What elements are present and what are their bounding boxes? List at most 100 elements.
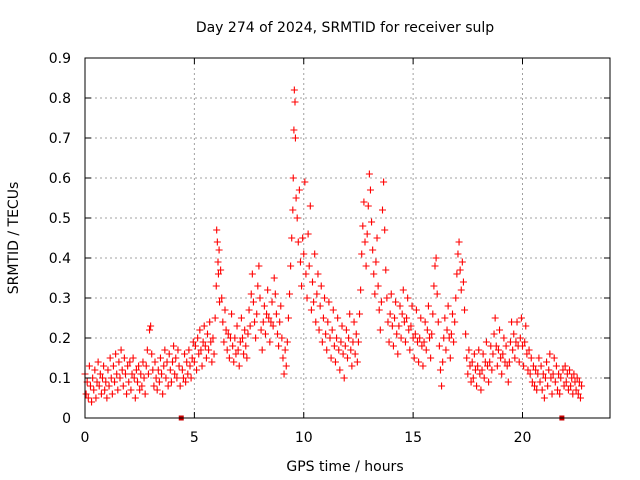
data-point (546, 350, 554, 358)
data-point (302, 270, 310, 278)
data-point (405, 326, 413, 334)
data-point (176, 382, 184, 390)
data-point (328, 326, 336, 334)
data-point (466, 362, 474, 370)
data-point (200, 322, 208, 330)
data-point (327, 354, 335, 362)
data-point (353, 358, 361, 366)
data-point (351, 350, 359, 358)
data-point (212, 282, 220, 290)
data-point (406, 346, 414, 354)
data-point (457, 286, 465, 294)
data-point (461, 306, 469, 314)
data-point (214, 258, 222, 266)
data-point (388, 322, 396, 330)
data-point (379, 206, 386, 214)
data-point (175, 362, 183, 370)
data-point (477, 386, 485, 394)
data-point (190, 358, 198, 366)
data-point (208, 358, 216, 366)
data-point (474, 362, 482, 370)
data-point (186, 362, 194, 370)
data-point (458, 258, 466, 266)
data-point (188, 354, 196, 362)
data-point (341, 342, 349, 350)
data-point (214, 270, 222, 278)
data-point (276, 318, 284, 326)
data-point (263, 310, 271, 318)
data-point (428, 330, 436, 338)
data-point (502, 342, 510, 350)
data-point (272, 310, 280, 318)
data-point (397, 334, 405, 342)
data-point (519, 342, 526, 350)
data-point (384, 318, 392, 326)
data-point (290, 126, 298, 134)
data-point (523, 350, 531, 358)
data-point (490, 330, 498, 338)
data-point (264, 286, 272, 294)
data-point (547, 374, 555, 382)
data-point (158, 370, 166, 378)
data-point (338, 322, 346, 330)
data-point (380, 178, 388, 186)
data-point (150, 382, 158, 390)
data-point (233, 322, 241, 330)
data-point (469, 374, 477, 382)
data-point (205, 346, 213, 354)
data-point (152, 374, 160, 382)
data-point (232, 350, 240, 358)
data-point (570, 370, 578, 378)
data-point (218, 294, 226, 302)
data-point (102, 378, 110, 386)
data-point (456, 266, 464, 274)
data-point (258, 346, 266, 354)
data-point (527, 354, 535, 362)
data-point (444, 302, 452, 310)
data-point (94, 358, 102, 366)
data-point (410, 354, 418, 362)
data-point (424, 302, 432, 310)
data-point (137, 370, 145, 378)
data-point (201, 342, 209, 350)
data-point (538, 386, 546, 394)
data-point (255, 262, 263, 270)
data-point (335, 346, 343, 354)
data-point (416, 334, 424, 342)
data-point (317, 282, 325, 290)
data-point (257, 326, 265, 334)
data-point (339, 350, 347, 358)
data-point (510, 330, 518, 338)
data-point (217, 266, 225, 274)
data-point (170, 342, 178, 350)
data-point (313, 290, 321, 298)
x-tick-label: 0 (81, 430, 90, 446)
data-point (513, 318, 521, 326)
data-point (259, 318, 267, 326)
data-point (407, 322, 415, 330)
data-point (421, 318, 429, 326)
data-point (248, 270, 256, 278)
data-point (408, 302, 416, 310)
data-point (415, 358, 423, 366)
y-tick-label: 0.2 (49, 331, 71, 347)
data-point (536, 378, 544, 386)
y-tick-label: 0 (62, 411, 71, 427)
data-point (387, 290, 395, 298)
data-point (303, 294, 311, 302)
data-point (471, 366, 479, 374)
data-point (401, 338, 409, 346)
data-point (82, 390, 90, 398)
data-point (511, 354, 519, 362)
data-point (329, 306, 337, 314)
data-point (225, 354, 233, 362)
data-point (325, 298, 333, 306)
data-point (500, 334, 508, 342)
data-point (271, 290, 279, 298)
data-point (169, 358, 176, 366)
data-point (185, 346, 193, 354)
data-point (478, 366, 486, 374)
data-point (277, 302, 285, 310)
data-point (403, 314, 411, 322)
x-tick-label: 15 (404, 430, 422, 446)
